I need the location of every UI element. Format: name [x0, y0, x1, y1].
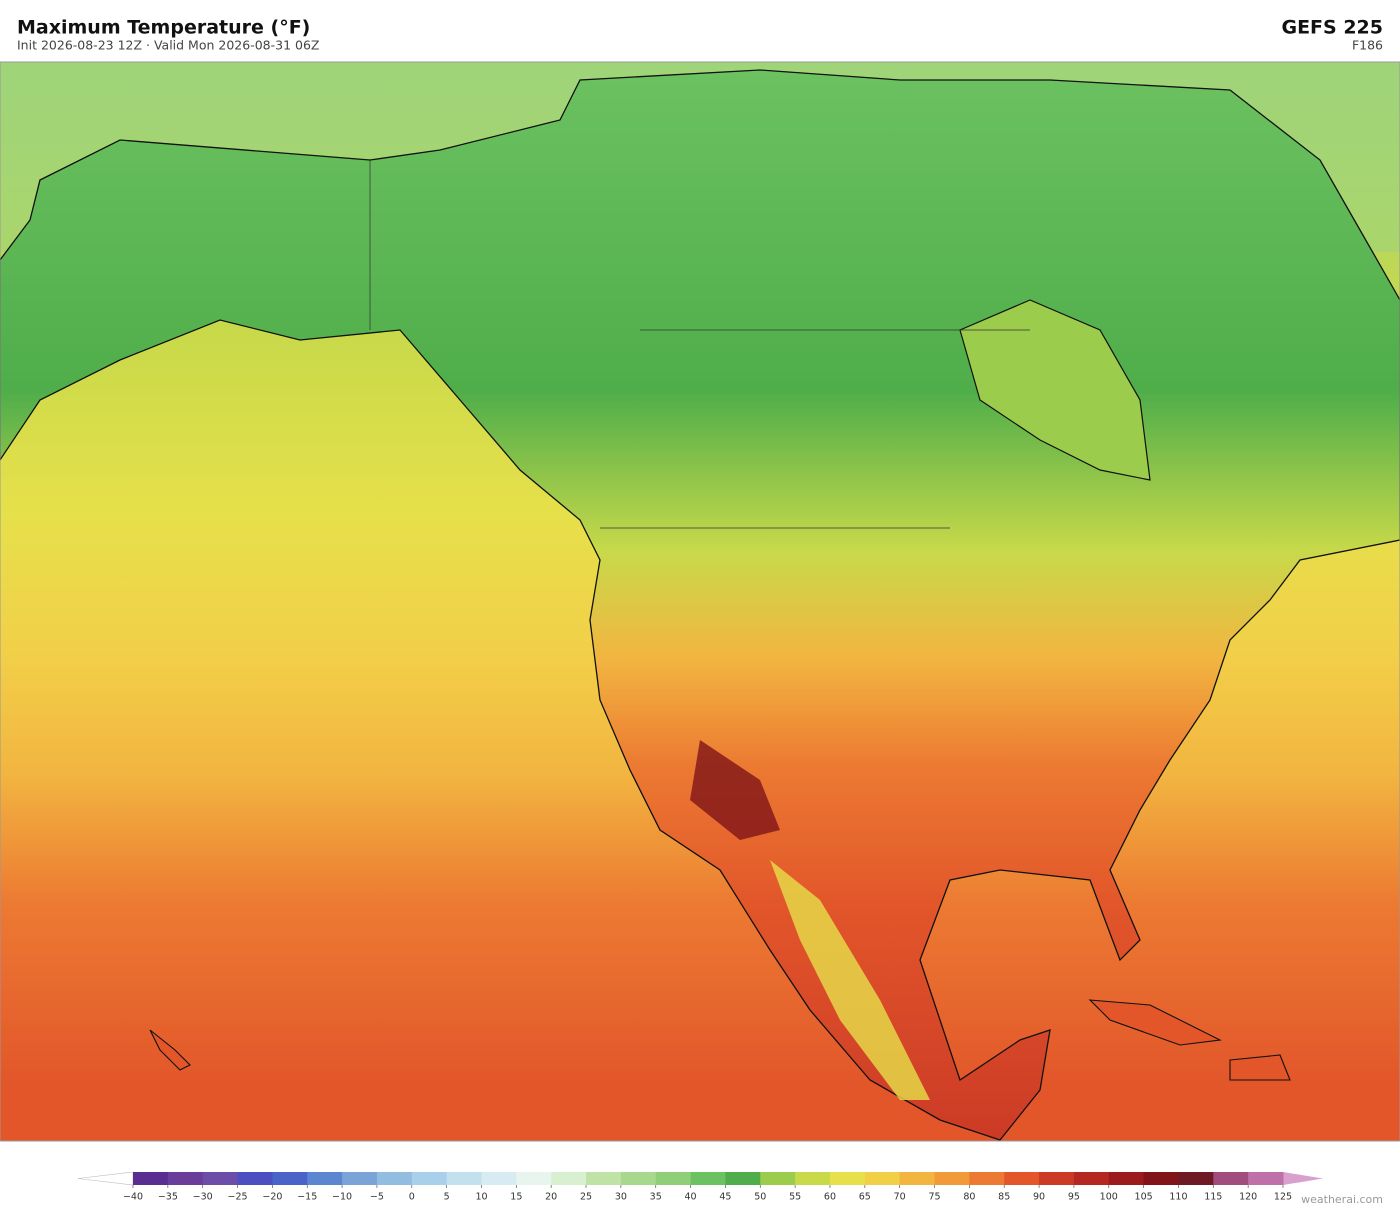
colorbar-tick-label: −5	[370, 1192, 384, 1203]
colorbar-tick-label: 65	[859, 1192, 871, 1203]
colorbar-tick-label: −30	[193, 1192, 213, 1203]
colorbar-tick-label: 10	[475, 1192, 487, 1203]
desert-heat	[690, 740, 780, 840]
colorbar-bin	[307, 1172, 343, 1185]
colorbar-under	[77, 1171, 134, 1186]
colorbar-bin	[133, 1172, 169, 1185]
colorbar-tick-label: 125	[1274, 1192, 1292, 1203]
colorbar-tick-label: 60	[824, 1192, 836, 1203]
colorbar-bin	[620, 1172, 657, 1185]
colorbar-tick-label: −20	[262, 1192, 282, 1203]
colorbar-tick-label: −15	[297, 1192, 317, 1203]
mexico-plateau	[770, 860, 930, 1100]
colorbar-bin	[202, 1172, 239, 1185]
colorbar-tick-label: 50	[754, 1192, 766, 1203]
colorbar-tick-label: −25	[228, 1192, 248, 1203]
colorbar-tick-label: 95	[1068, 1192, 1080, 1203]
colorbar-tick-label: 55	[789, 1192, 801, 1203]
colorbar-bin	[969, 1172, 1005, 1185]
islands	[149, 999, 1291, 1081]
colorbar-bin	[934, 1172, 970, 1185]
map	[0, 61, 1400, 1142]
colorbar-tick-label: −10	[332, 1192, 352, 1203]
colorbar-bin	[481, 1172, 517, 1185]
colorbar-bin	[795, 1172, 831, 1185]
colorbar-tick-label: −40	[123, 1192, 143, 1203]
header: Maximum Temperature (°F) Init 2026-08-23…	[17, 17, 1383, 53]
colorbar-tick-label: −35	[158, 1192, 178, 1203]
colorbar-tick-label: 105	[1135, 1192, 1153, 1203]
colorbar-tick-label: 45	[719, 1192, 731, 1203]
colorbar-bin	[272, 1172, 308, 1185]
colorbar-bin	[1073, 1172, 1110, 1185]
colorbar-bin	[446, 1172, 482, 1185]
colorbar-tick-label: 110	[1169, 1192, 1187, 1203]
colorbar-bin	[690, 1172, 726, 1185]
colorbar-bin	[1039, 1172, 1075, 1185]
colorbar-tick-label: 35	[650, 1192, 662, 1203]
colorbar-tick-label: 100	[1100, 1192, 1118, 1203]
colorbar-bin	[586, 1172, 622, 1185]
subtitle: Init 2026-08-23 12Z · Valid Mon 2026-08-…	[17, 38, 319, 53]
colorbar-bin	[725, 1172, 761, 1185]
colorbar-bin	[411, 1172, 448, 1185]
colorbar-tick-label: 25	[580, 1192, 592, 1203]
colorbar-tick-label: 0	[409, 1192, 415, 1203]
colorbar-bin	[1004, 1172, 1040, 1185]
colorbar-bin	[899, 1172, 936, 1185]
colorbar-tick-label: 90	[1033, 1192, 1045, 1203]
hudson-bay	[959, 299, 1151, 481]
colorbar-tick-label: 75	[928, 1192, 940, 1203]
credit: weatherai.com	[1301, 1193, 1383, 1206]
colorbar-bin	[1178, 1172, 1214, 1185]
borders	[369, 160, 1030, 529]
colorbar-tick-label: 70	[894, 1192, 906, 1203]
colorbar-bin	[516, 1172, 552, 1185]
model-label: GEFS 225	[1281, 17, 1383, 39]
colorbar-tick-label: 85	[998, 1192, 1010, 1203]
colorbar-bin	[829, 1172, 866, 1185]
colorbar-bin	[760, 1172, 796, 1185]
forecast-hour: F186	[1352, 38, 1383, 53]
colorbar-bin	[1213, 1172, 1249, 1185]
colorbar-bin	[342, 1172, 378, 1185]
colorbar-bin	[376, 1172, 413, 1185]
colorbar-bin	[167, 1172, 204, 1185]
colorbar-tick-label: 20	[545, 1192, 557, 1203]
colorbar-bin	[1108, 1172, 1145, 1185]
colorbar-tick-label: 120	[1239, 1192, 1257, 1203]
map-frame	[0, 61, 1400, 1142]
colorbar-bin	[551, 1172, 587, 1185]
colorbar-tick-label: 115	[1204, 1192, 1222, 1203]
colorbar-bin	[1143, 1172, 1179, 1185]
colorbar-tick-label: 15	[510, 1192, 522, 1203]
colorbar-bin	[655, 1172, 692, 1185]
colorbar-bin	[237, 1172, 273, 1185]
title: Maximum Temperature (°F)	[17, 17, 310, 39]
colorbar-tick-label: 80	[963, 1192, 975, 1203]
colorbar-over	[1283, 1172, 1323, 1185]
colorbar-tick-label: 30	[615, 1192, 627, 1203]
colorbar-bin	[1248, 1172, 1284, 1185]
colorbar-tick-label: 40	[685, 1192, 697, 1203]
colorbar: −40 −35 −30 −25 −20 −15 −10 −5 0 5 10 15 20 25 30 35 40 4…	[77, 1171, 1323, 1203]
colorbar-tick-label: 5	[444, 1192, 450, 1203]
colorbar-bin	[864, 1172, 901, 1185]
